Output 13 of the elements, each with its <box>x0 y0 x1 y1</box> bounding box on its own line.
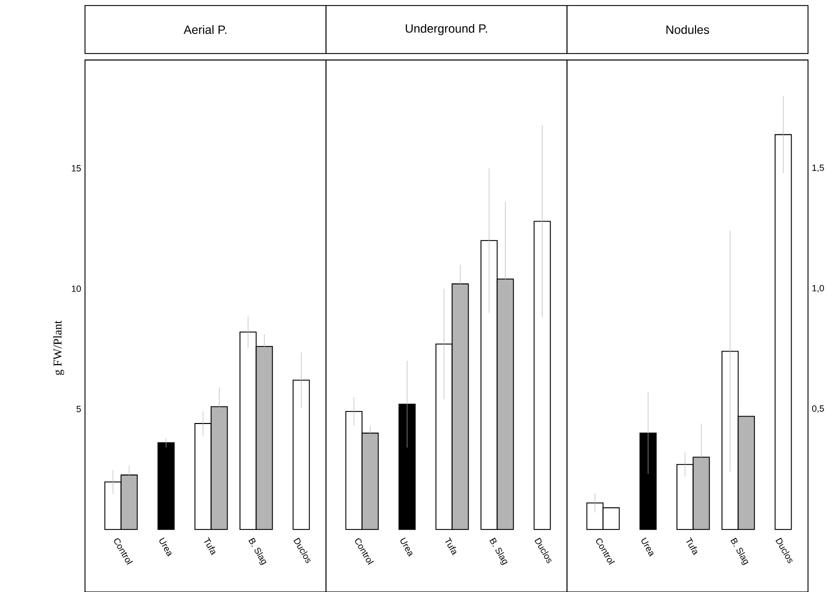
y2-tick-label: 1,5 <box>812 164 824 172</box>
chart-title: Aerial P. <box>184 25 226 34</box>
chart-title: Nodules <box>666 25 710 34</box>
bar <box>398 404 416 530</box>
y-axis-title: g FW/Plant <box>53 320 64 375</box>
y-tick-label: 15 <box>72 165 81 172</box>
y2-tick-label: 1,0 <box>812 284 824 292</box>
y-tick-label: 5 <box>76 406 81 412</box>
y-tick-label: 10 <box>72 285 81 292</box>
y2-tick-label: 0,5 <box>812 405 824 413</box>
chart-title: Underground P. <box>406 24 487 36</box>
bar <box>640 432 657 530</box>
bar <box>158 442 175 530</box>
